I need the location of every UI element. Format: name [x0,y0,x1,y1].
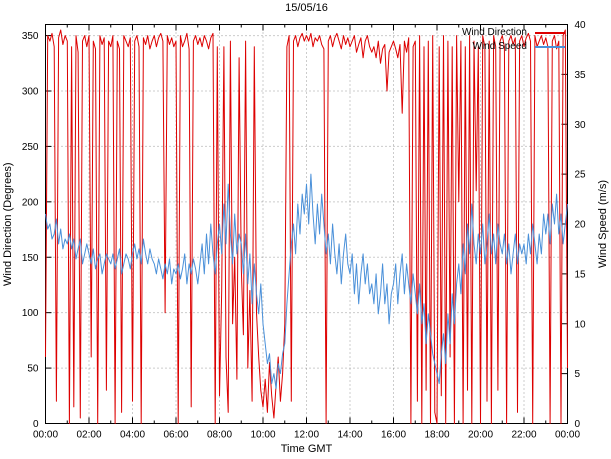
legend-swatch-wind-speed [535,45,565,48]
legend-swatch-wind-direction [535,31,565,34]
legend: Wind Direction Wind Speed [462,26,565,53]
svg-text:20:00: 20:00 [468,430,493,441]
legend-entry-wind-direction: Wind Direction [462,26,565,39]
svg-text:10:00: 10:00 [250,430,275,441]
svg-text:04:00: 04:00 [120,430,145,441]
svg-text:00:00: 00:00 [33,430,58,441]
svg-text:25: 25 [575,170,587,181]
svg-text:02:00: 02:00 [76,430,101,441]
svg-text:350: 350 [22,31,39,42]
svg-text:06:00: 06:00 [163,430,188,441]
svg-text:15: 15 [575,269,587,280]
chart-title: 15/05/16 [285,2,328,14]
svg-text:30: 30 [575,120,587,131]
plot-border [45,24,568,424]
svg-text:08:00: 08:00 [207,430,232,441]
svg-text:14:00: 14:00 [337,430,362,441]
wind-speed-line [45,173,568,390]
svg-text:16:00: 16:00 [381,430,406,441]
x-axis-label: Time GMT [280,443,333,455]
svg-text:200: 200 [22,197,39,208]
svg-text:50: 50 [27,364,39,375]
svg-text:10: 10 [575,319,587,330]
svg-text:0: 0 [575,419,581,430]
svg-text:20: 20 [575,220,587,231]
svg-text:0: 0 [33,419,39,430]
legend-label-wind-speed: Wind Speed [472,41,527,52]
svg-text:18:00: 18:00 [424,430,449,441]
legend-label-wind-direction: Wind Direction [461,27,527,38]
svg-text:35: 35 [575,70,587,81]
svg-text:300: 300 [22,87,39,98]
svg-text:250: 250 [22,142,39,153]
svg-text:12:00: 12:00 [294,430,319,441]
wind-direction-line [45,29,568,424]
svg-text:100: 100 [22,308,39,319]
svg-text:22:00: 22:00 [511,430,536,441]
legend-entry-wind-speed: Wind Speed [473,40,565,53]
svg-text:5: 5 [575,369,581,380]
svg-text:00:00: 00:00 [555,430,580,441]
svg-text:40: 40 [575,20,587,31]
svg-text:150: 150 [22,253,39,264]
tick-labels: 0 50 100 150 200 250 300 350 0 5 10 15 20 25 30 35 40 00:… [22,20,586,441]
